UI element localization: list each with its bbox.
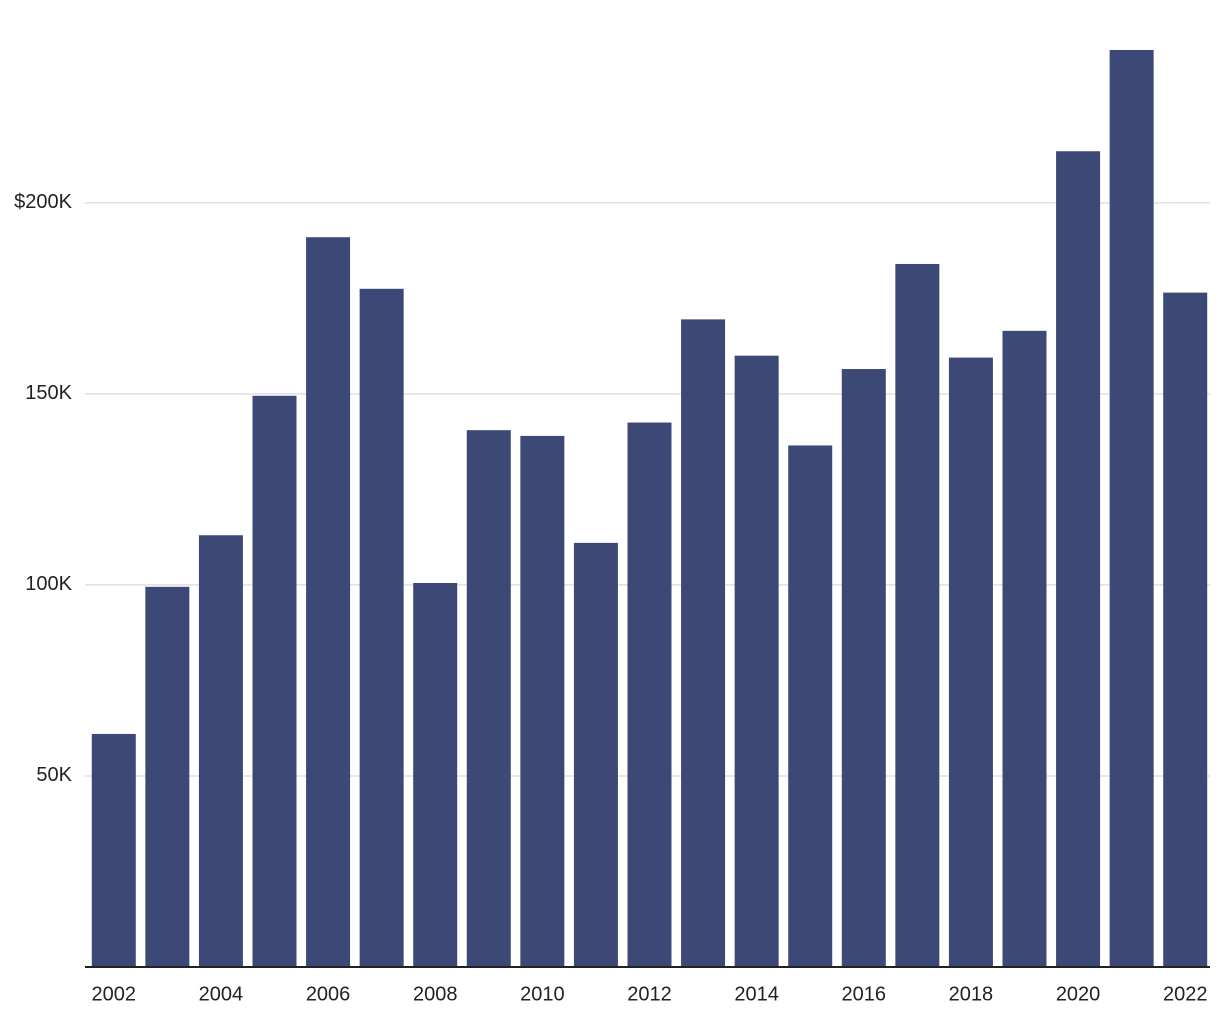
x-tick-label: 2018 — [949, 983, 994, 1005]
bar — [466, 430, 511, 967]
x-tick-label: 2014 — [734, 983, 779, 1005]
x-tick-label: 2008 — [413, 983, 458, 1005]
y-tick-label: 150K — [25, 382, 72, 404]
bar — [413, 583, 458, 967]
y-tick-label: 100K — [25, 573, 72, 595]
bar — [841, 369, 886, 968]
x-tick-label: 2016 — [842, 983, 887, 1005]
bar — [359, 288, 404, 967]
x-tick-label: 2010 — [520, 983, 565, 1005]
bar — [520, 435, 565, 967]
x-tick-label: 2012 — [627, 983, 672, 1005]
x-tick-label: 2004 — [199, 983, 244, 1005]
bar — [198, 535, 243, 967]
y-tick-label: $200K — [14, 191, 72, 213]
bar — [948, 357, 993, 967]
y-tick-label: 50K — [36, 764, 72, 786]
bar — [1109, 50, 1154, 967]
bar — [895, 263, 940, 967]
x-tick-label: 2020 — [1056, 983, 1101, 1005]
x-tick-label: 2002 — [92, 983, 137, 1005]
bar — [91, 733, 136, 967]
bar — [1163, 292, 1208, 967]
x-tick-label: 2006 — [306, 983, 351, 1005]
bar — [681, 319, 726, 967]
bar — [573, 542, 618, 967]
bar — [306, 237, 351, 968]
bar — [734, 355, 779, 968]
bar — [627, 422, 672, 967]
bar — [145, 586, 190, 967]
bar — [788, 445, 833, 967]
bar — [1056, 151, 1101, 968]
bar — [252, 395, 297, 968]
bar — [1002, 330, 1047, 967]
x-tick-label: 2022 — [1163, 983, 1208, 1005]
